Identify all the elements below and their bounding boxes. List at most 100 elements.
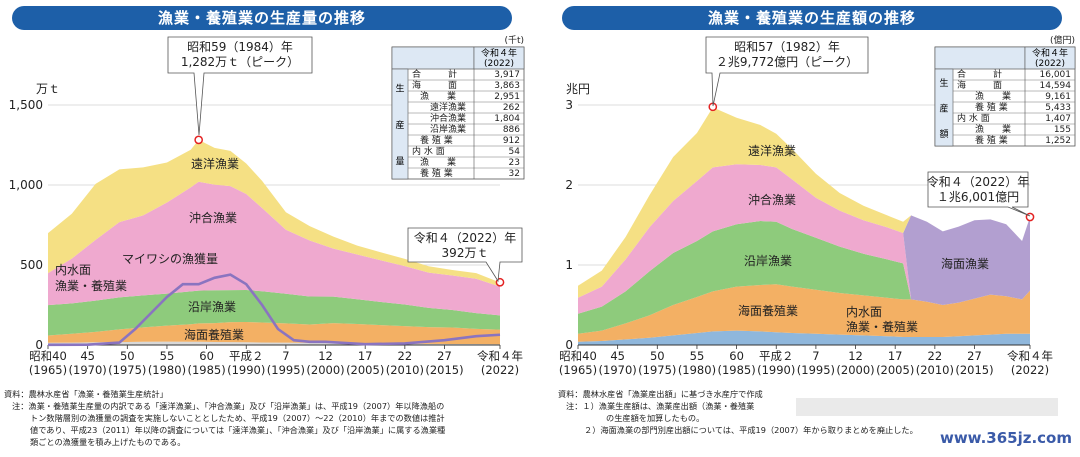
x-tick-label: 27: [967, 349, 982, 363]
x-tick-label: 60: [199, 349, 214, 363]
table-row-value: 32: [509, 169, 520, 179]
table-row-label: 養 殖 業: [975, 134, 1008, 146]
x-tick-label: 17: [358, 349, 373, 363]
series-label: 漁業・養殖業: [846, 319, 918, 334]
series-label: 漁業・養殖業: [55, 278, 127, 293]
table-header-year2: (2022): [484, 59, 514, 69]
y-tick-label: 1,000: [9, 178, 43, 192]
end-callout-line2: 392万ｔ: [442, 246, 489, 260]
peak-marker: [194, 135, 204, 145]
y-tick-label: 500: [20, 258, 43, 272]
table-row-value: 1,407: [1045, 114, 1071, 124]
series-label: 遠洋漁業: [748, 143, 796, 158]
table-row-label: 内 水 面: [957, 112, 990, 124]
table-row-value: 23: [509, 158, 520, 168]
table-row-value: 16,001: [1040, 70, 1072, 80]
table-row-value: 886: [503, 125, 520, 135]
x-tick-label: 7: [812, 349, 819, 363]
x-tick-label: 令和４年: [477, 349, 523, 363]
peak-callout-line1: 昭和59（1984）年: [187, 40, 293, 54]
table-row-label: 漁 業: [420, 156, 456, 168]
table-row-label: 合 計: [957, 68, 1002, 80]
series-label: 海面養殖業: [184, 327, 244, 342]
series-label: 沿岸漁業: [744, 254, 792, 268]
y-tick-label: 0: [565, 338, 573, 352]
x-tick-label: 令和４年: [1007, 349, 1053, 363]
series-label: 沖合漁業: [189, 210, 237, 225]
note-line: ２）海面漁業の部門別産出額については、平成19（2007）年から取りまとめを廃止…: [584, 425, 918, 435]
table-row-value: 155: [1054, 125, 1071, 135]
table-row-value: 9,161: [1045, 92, 1071, 102]
series-label: 沖合漁業: [748, 192, 796, 207]
x-tick-label: 12: [848, 349, 863, 363]
x-tick-label: 27: [437, 349, 452, 363]
source-notes: 資料：農林水産省「漁業・養殖業生産統計」 注：漁業・養殖業生産量の内訳である「遠…: [4, 388, 445, 448]
x-tick-year: (1985): [187, 363, 225, 377]
y-tick-label: 2: [565, 178, 573, 192]
x-tick-year: (1975): [638, 363, 676, 377]
note-line: の生産額を加算したもの。: [606, 413, 705, 423]
x-tick-label: 60: [729, 349, 744, 363]
area-内水面: [578, 330, 1030, 345]
table-row-label: 海 面: [412, 79, 457, 91]
table-header-year2: (2022): [1035, 59, 1065, 69]
note-line: トン数階層別の漁獲量の調査を実施しないこととしたため、平成19（2007）～22…: [30, 413, 445, 423]
table-row-value: 262: [503, 103, 520, 113]
table-row-value: 1,804: [494, 114, 520, 124]
table-row-label: 養 殖 業: [420, 134, 453, 146]
table-header-year: 令和４年: [481, 47, 517, 59]
y-tick-label: 1: [565, 258, 573, 272]
chart-title: 漁業・養殖業の生産量の推移: [12, 6, 512, 30]
table-header-blank: [391, 46, 475, 70]
table-row-label: 海 面: [957, 79, 1002, 91]
table-row-label: 漁 業: [975, 123, 1011, 135]
x-tick-year: (2005): [346, 363, 384, 377]
volume-chart: 0 500 1,000 1,500 万ｔ 昭和40(1965) 45(1970) 50(197…: [9, 35, 525, 377]
table-side-char: 額: [939, 128, 948, 140]
x-tick-label: 12: [318, 349, 333, 363]
source-line: 資料：農林水産省「漁業産出額」に基づき水産庁で作成: [558, 389, 763, 399]
x-tick-year: (1995): [267, 363, 305, 377]
x-tick-year: (2022): [481, 363, 519, 377]
x-tick-label: 22: [928, 349, 943, 363]
x-tick-label: 22: [398, 349, 413, 363]
x-tick-label: 45: [80, 349, 95, 363]
end-callout: [407, 227, 523, 283]
x-tick-year: (1990): [227, 363, 265, 377]
table-side: [934, 68, 954, 147]
x-tick-year: (2010): [386, 363, 424, 377]
x-tick-label: 平成２: [759, 349, 794, 363]
table-row-label: 養 殖 業: [420, 167, 453, 179]
area-遠洋漁業: [48, 139, 500, 287]
area-海面養殖業: [48, 321, 500, 345]
y-tick-label: 0: [35, 338, 43, 352]
x-tick-year: (1975): [108, 363, 146, 377]
area-沿岸漁業: [578, 221, 1030, 334]
table-row-value: 14,594: [1040, 81, 1072, 91]
x-tick-year: (1990): [757, 363, 795, 377]
x-tick-label: 50: [120, 349, 135, 363]
x-tick-year: (2000): [306, 363, 344, 377]
source-notes: 資料：農林水産省「漁業産出額」に基づき水産庁で作成 注：１）漁業生産額は、漁業産…: [558, 388, 918, 436]
x-tick-year: (1980): [678, 363, 716, 377]
table-row-label: 内 水 面: [412, 145, 445, 157]
y-tick-label: 3: [565, 98, 573, 112]
x-tick-year: (1965): [29, 363, 67, 377]
series-label: 沿岸漁業: [188, 300, 236, 314]
source-line: 資料：農林水産省「漁業・養殖業生産統計」: [4, 389, 168, 399]
y-axis-unit: 万ｔ: [36, 82, 60, 96]
table-row-value: 912: [503, 136, 520, 146]
series-label: 海面漁業: [941, 256, 989, 271]
x-tick-year: (2015): [955, 363, 993, 377]
end-callout-line1: 令和４（2022）年: [927, 174, 1030, 189]
table-row-label: 沖合漁業: [430, 112, 466, 124]
chart-title: 漁業・養殖業の生産額の推移: [562, 6, 1062, 30]
peak-callout: [705, 36, 869, 107]
peak-callout-line1: 昭和57（1982）年: [734, 40, 840, 54]
x-tick-label: 17: [888, 349, 903, 363]
table-row-value: 3,863: [494, 81, 520, 91]
table-side-char: 産: [395, 119, 404, 131]
x-tick-label: 45: [610, 349, 625, 363]
series-label: マイワシの漁獲量: [122, 252, 218, 266]
x-tick-year: (2022): [1011, 363, 1049, 377]
